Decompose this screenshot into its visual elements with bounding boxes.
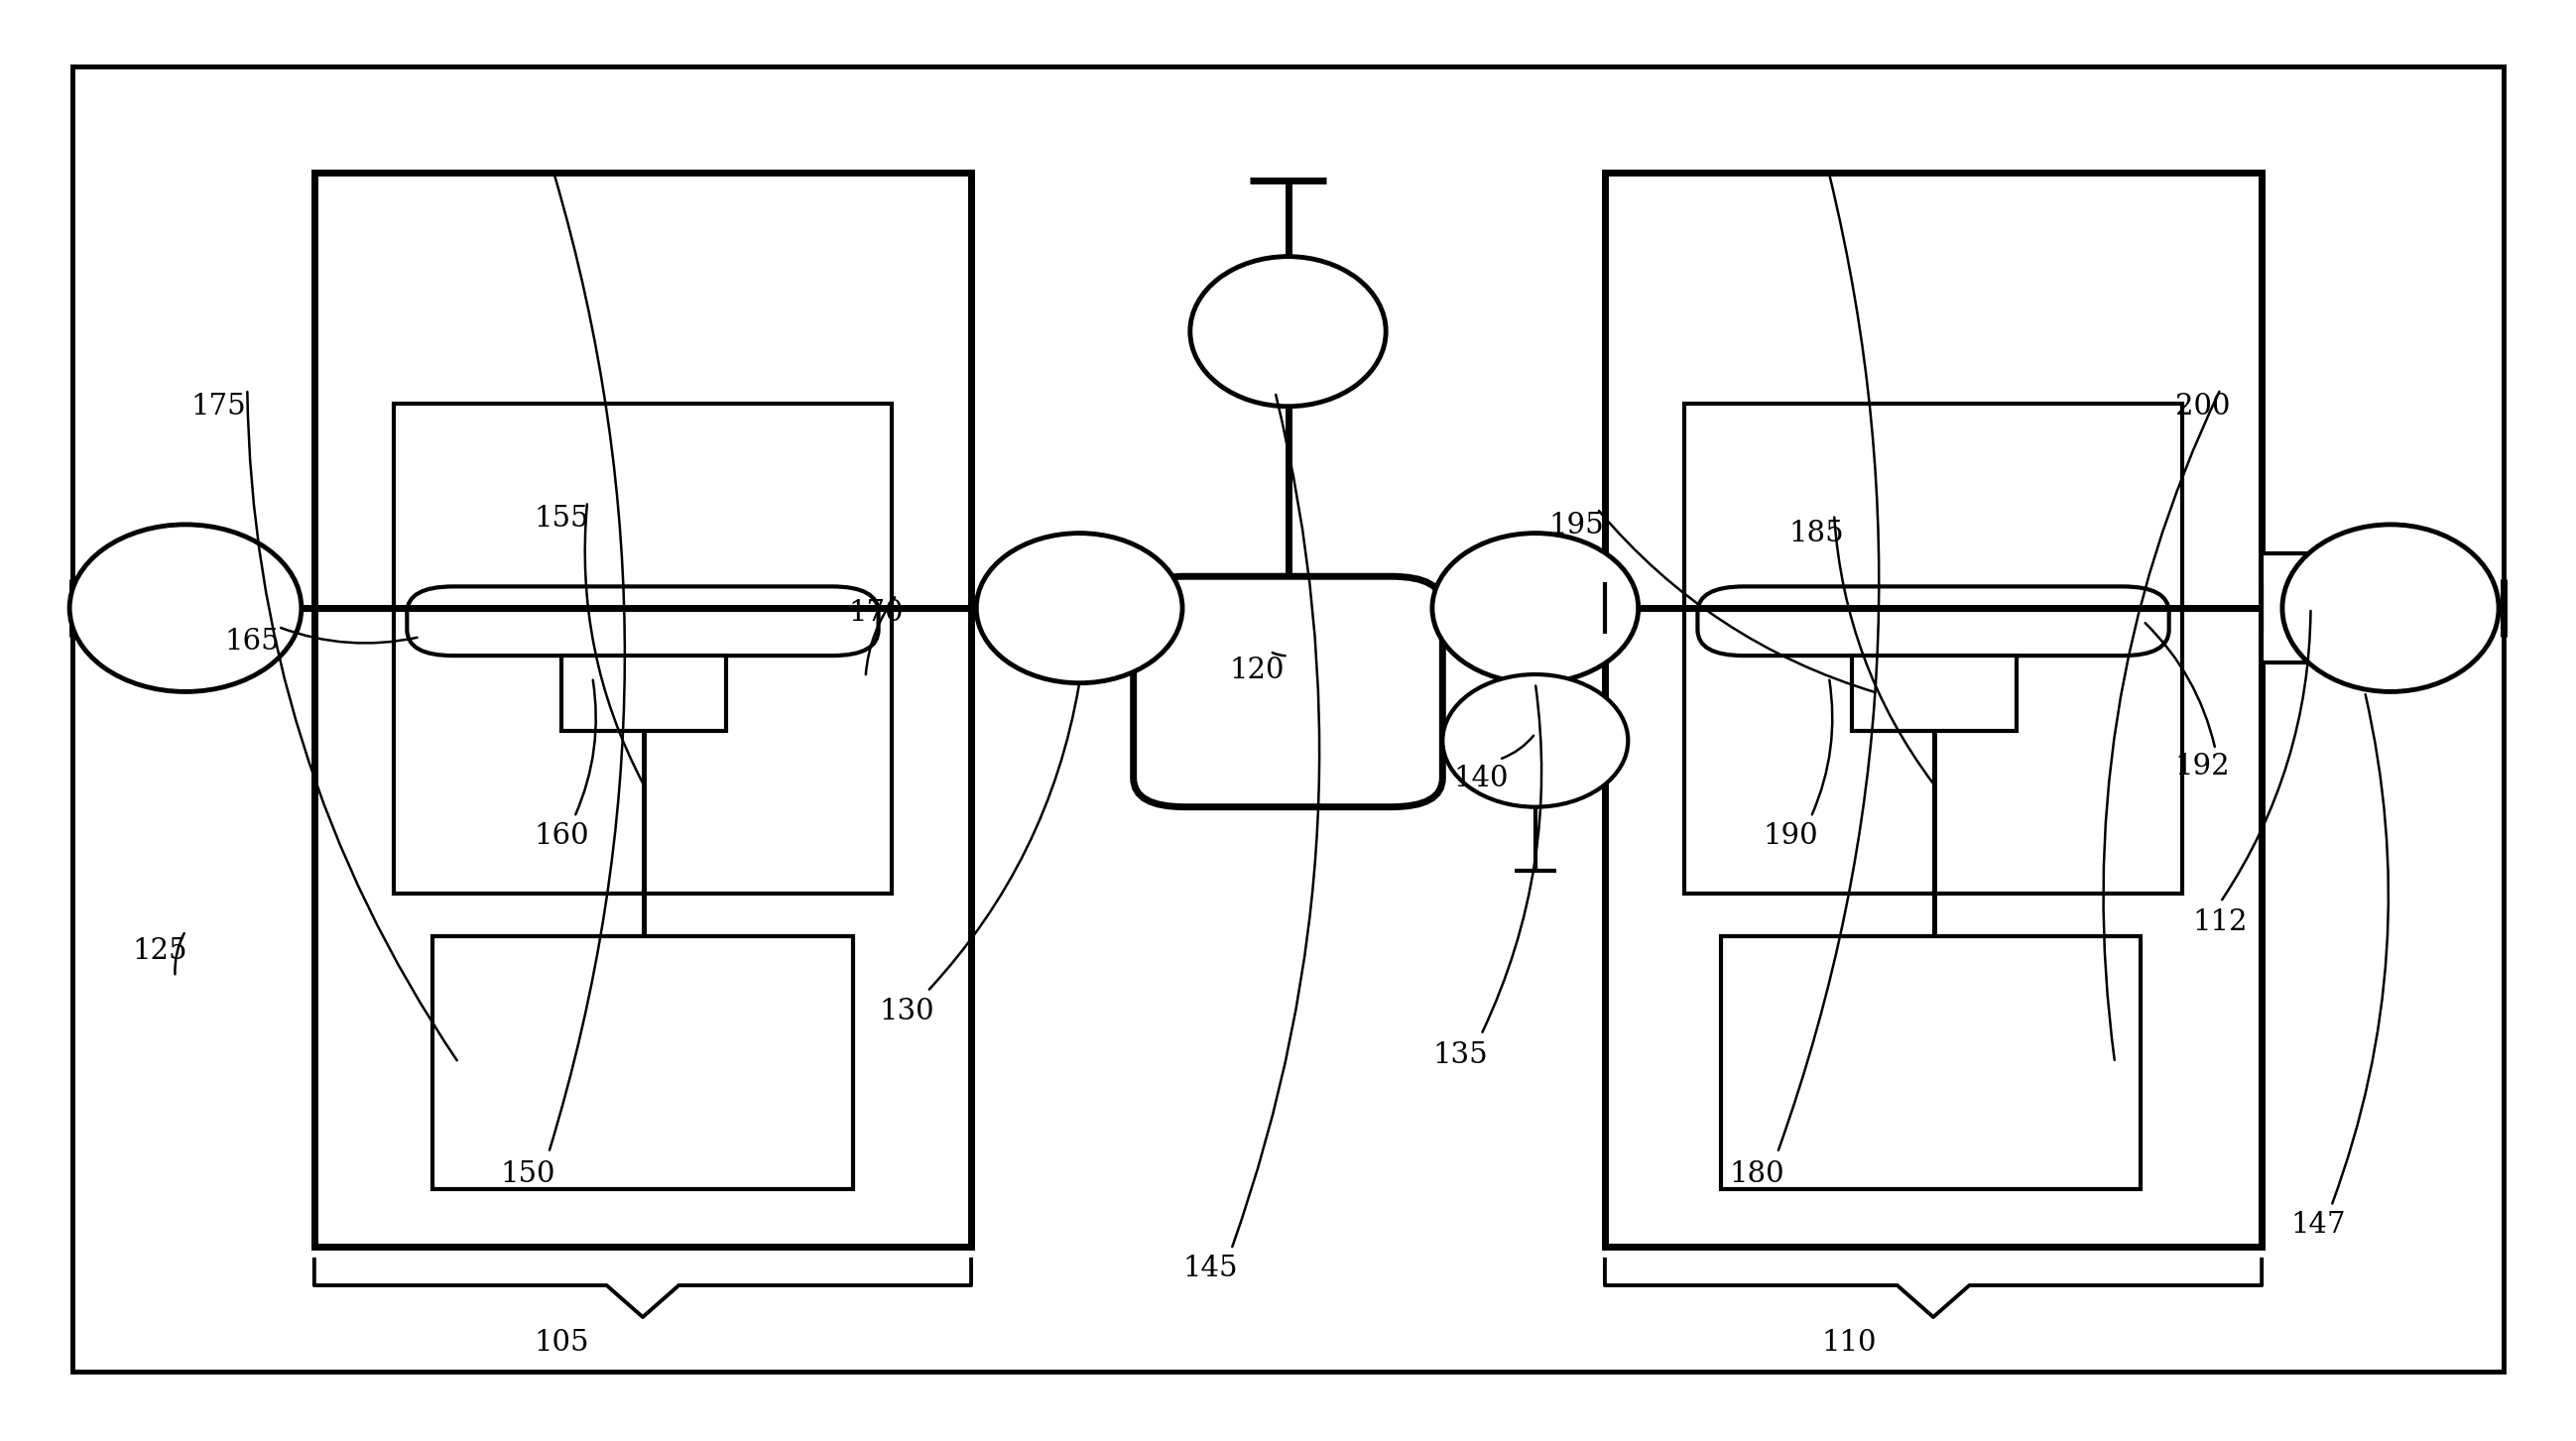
- FancyBboxPatch shape: [407, 586, 878, 656]
- Text: 105: 105: [533, 1329, 590, 1357]
- Bar: [394, 403, 891, 893]
- Bar: [314, 173, 971, 1246]
- Text: 147: 147: [2290, 1210, 2347, 1239]
- Text: 150: 150: [500, 1160, 556, 1189]
- Text: 135: 135: [1432, 1040, 1489, 1069]
- Bar: [1605, 173, 2262, 1246]
- Ellipse shape: [70, 525, 301, 692]
- Bar: [562, 656, 726, 731]
- Text: 170: 170: [848, 598, 904, 627]
- Text: 110: 110: [1821, 1329, 1878, 1357]
- Bar: [1685, 403, 2182, 893]
- Ellipse shape: [2282, 525, 2499, 692]
- Text: 125: 125: [131, 937, 188, 965]
- Text: 165: 165: [224, 627, 281, 656]
- Bar: [433, 937, 853, 1189]
- Ellipse shape: [1432, 533, 1638, 683]
- Text: 185: 185: [1788, 519, 1844, 548]
- FancyBboxPatch shape: [1698, 586, 2169, 656]
- Text: 120: 120: [1229, 656, 1285, 684]
- Text: 195: 195: [1548, 512, 1605, 540]
- Bar: [2262, 553, 2360, 663]
- Text: 112: 112: [2192, 908, 2249, 937]
- Ellipse shape: [976, 533, 1182, 683]
- Text: 145: 145: [1182, 1254, 1239, 1282]
- Text: 192: 192: [2174, 752, 2231, 781]
- Text: 140: 140: [1453, 764, 1510, 793]
- Text: 190: 190: [1762, 821, 1819, 850]
- Text: 160: 160: [533, 821, 590, 850]
- Ellipse shape: [1443, 674, 1628, 807]
- Text: 130: 130: [878, 997, 935, 1026]
- Bar: [1721, 937, 2141, 1189]
- Text: 175: 175: [191, 392, 247, 421]
- Text: 155: 155: [533, 504, 590, 533]
- Text: 200: 200: [2174, 392, 2231, 421]
- Ellipse shape: [1190, 256, 1386, 406]
- FancyBboxPatch shape: [1133, 576, 1443, 807]
- Text: 180: 180: [1728, 1160, 1785, 1189]
- Bar: [1852, 656, 2017, 731]
